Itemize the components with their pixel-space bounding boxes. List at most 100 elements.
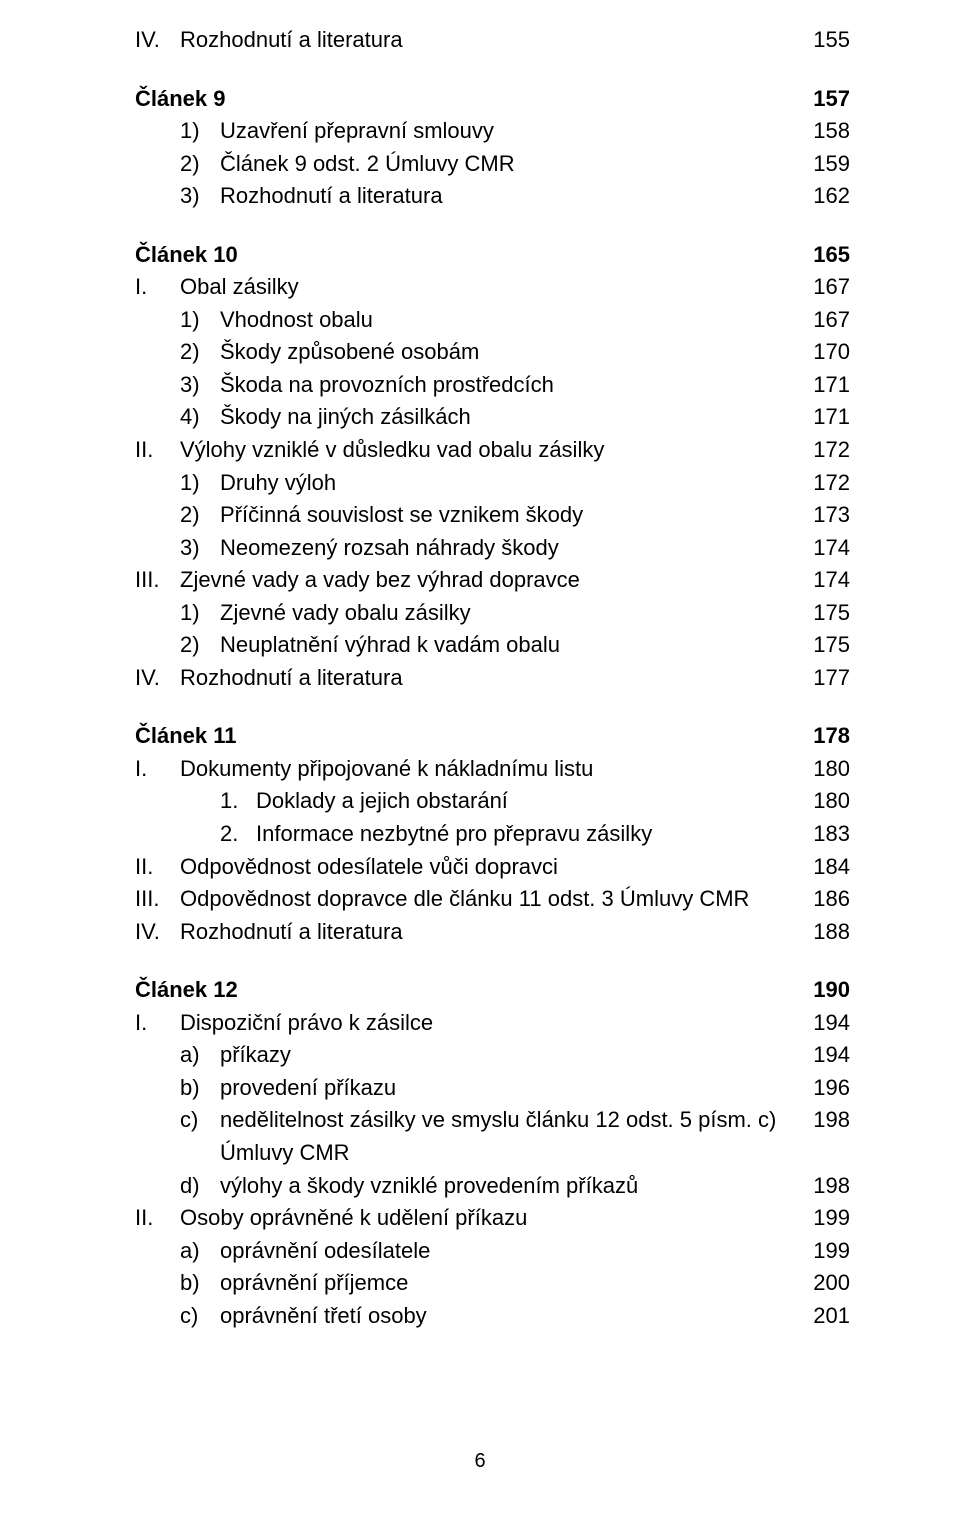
toc-entry-page: 171	[800, 401, 850, 434]
toc-entry-marker: 2)	[180, 148, 220, 181]
toc-entry-text: nedělitelnost zásilky ve smyslu článku 1…	[220, 1104, 800, 1169]
toc-entry-page: 173	[800, 499, 850, 532]
toc-entry-page: 180	[800, 785, 850, 818]
toc-entry-marker: 1)	[180, 597, 220, 630]
toc-entry-marker: 3)	[180, 180, 220, 213]
toc-entry-text: Doklady a jejich obstarání	[256, 785, 800, 818]
toc-entry-text: Rozhodnutí a literatura	[180, 24, 800, 57]
section-gap	[135, 694, 850, 720]
section-gap	[135, 213, 850, 239]
toc-entry-text: Dokumenty připojované k nákladnímu listu	[180, 753, 800, 786]
toc-entry-left: b)provedení příkazu	[135, 1072, 800, 1105]
toc-entry-left: 3)Škoda na provozních prostředcích	[135, 369, 800, 402]
section-gap	[135, 57, 850, 83]
page: IV.Rozhodnutí a literatura155Článek 9157…	[0, 0, 960, 1523]
toc-entry-left: III.Odpovědnost dopravce dle článku 11 o…	[135, 883, 800, 916]
toc-entry-page: 199	[800, 1235, 850, 1268]
toc-entry-marker: c)	[180, 1300, 220, 1333]
toc-entry-left: 1)Vhodnost obalu	[135, 304, 800, 337]
toc-heading-row: Článek 9157	[135, 83, 850, 116]
toc-heading-text: Článek 10	[135, 239, 800, 272]
page-number: 6	[474, 1450, 485, 1472]
toc-entry-left: b)oprávnění příjemce	[135, 1267, 800, 1300]
toc-heading-text: Článek 12	[135, 974, 800, 1007]
toc-entry-left: I.Dokumenty připojované k nákladnímu lis…	[135, 753, 800, 786]
toc-entry-row: c)nedělitelnost zásilky ve smyslu článku…	[135, 1104, 850, 1169]
toc-heading-left: Článek 10	[135, 239, 800, 272]
toc-entry-row: III.Zjevné vady a vady bez výhrad doprav…	[135, 564, 850, 597]
toc-heading-left: Článek 12	[135, 974, 800, 1007]
toc-entry-left: II.Výlohy vzniklé v důsledku vad obalu z…	[135, 434, 800, 467]
toc-heading-text: Článek 9	[135, 83, 800, 116]
toc-entry-left: IV.Rozhodnutí a literatura	[135, 24, 800, 57]
toc-entry-left: III.Zjevné vady a vady bez výhrad doprav…	[135, 564, 800, 597]
toc-entry-marker: b)	[180, 1267, 220, 1300]
toc-entry-row: 2)Příčinná souvislost se vznikem škody17…	[135, 499, 850, 532]
toc-entry-text: Zjevné vady a vady bez výhrad dopravce	[180, 564, 800, 597]
toc-entry-left: 1)Druhy výloh	[135, 467, 800, 500]
toc-entry-page: 198	[800, 1104, 850, 1137]
toc-entry-page: 177	[800, 662, 850, 695]
toc-entry-page: 200	[800, 1267, 850, 1300]
toc-entry-page: 183	[800, 818, 850, 851]
toc-entry-marker: a)	[180, 1235, 220, 1268]
toc-entry-page: 159	[800, 148, 850, 181]
table-of-contents: IV.Rozhodnutí a literatura155Článek 9157…	[135, 24, 850, 1332]
toc-entry-marker: IV.	[135, 24, 180, 57]
toc-entry-left: 3)Rozhodnutí a literatura	[135, 180, 800, 213]
toc-entry-page: 180	[800, 753, 850, 786]
toc-entry-text: Odpovědnost odesílatele vůči dopravci	[180, 851, 800, 884]
toc-entry-row: d)výlohy a škody vzniklé provedením přík…	[135, 1170, 850, 1203]
toc-entry-page: 201	[800, 1300, 850, 1333]
toc-entry-text: oprávnění odesílatele	[220, 1235, 800, 1268]
toc-entry-left: 1.Doklady a jejich obstarání	[135, 785, 800, 818]
toc-entry-marker: IV.	[135, 662, 180, 695]
toc-heading-page: 178	[800, 720, 850, 753]
toc-entry-row: b)provedení příkazu196	[135, 1072, 850, 1105]
toc-entry-page: 194	[800, 1039, 850, 1072]
toc-entry-row: III.Odpovědnost dopravce dle článku 11 o…	[135, 883, 850, 916]
toc-entry-page: 198	[800, 1170, 850, 1203]
toc-entry-marker: III.	[135, 883, 180, 916]
toc-entry-left: c)nedělitelnost zásilky ve smyslu článku…	[135, 1104, 800, 1169]
toc-entry-marker: c)	[180, 1104, 220, 1169]
toc-entry-text: Obal zásilky	[180, 271, 800, 304]
toc-heading-left: Článek 11	[135, 720, 800, 753]
toc-entry-marker: 3)	[180, 532, 220, 565]
toc-entry-row: 3)Neomezený rozsah náhrady škody174	[135, 532, 850, 565]
toc-entry-page: 184	[800, 851, 850, 884]
toc-entry-row: I.Obal zásilky167	[135, 271, 850, 304]
toc-entry-text: Odpovědnost dopravce dle článku 11 odst.…	[180, 883, 800, 916]
toc-entry-left: 2)Neuplatnění výhrad k vadám obalu	[135, 629, 800, 662]
toc-entry-marker: I.	[135, 1007, 180, 1040]
toc-entry-row: 1)Uzavření přepravní smlouvy158	[135, 115, 850, 148]
toc-entry-left: II.Osoby oprávněné k udělení příkazu	[135, 1202, 800, 1235]
toc-entry-marker: 2)	[180, 336, 220, 369]
toc-entry-page: 186	[800, 883, 850, 916]
toc-entry-left: 3)Neomezený rozsah náhrady škody	[135, 532, 800, 565]
toc-entry-text: oprávnění příjemce	[220, 1267, 800, 1300]
toc-entry-text: Dispoziční právo k zásilce	[180, 1007, 800, 1040]
toc-entry-text: Článek 9 odst. 2 Úmluvy CMR	[220, 148, 800, 181]
toc-heading-row: Článek 10165	[135, 239, 850, 272]
toc-entry-text: Neuplatnění výhrad k vadám obalu	[220, 629, 800, 662]
toc-entry-row: 2.Informace nezbytné pro přepravu zásilk…	[135, 818, 850, 851]
toc-entry-marker: I.	[135, 271, 180, 304]
toc-entry-text: Škoda na provozních prostředcích	[220, 369, 800, 402]
toc-entry-left: I.Obal zásilky	[135, 271, 800, 304]
toc-entry-text: provedení příkazu	[220, 1072, 800, 1105]
toc-entry-marker: 1.	[220, 785, 256, 818]
toc-entry-page: 174	[800, 532, 850, 565]
toc-entry-marker: 1)	[180, 304, 220, 337]
toc-entry-text: Škody na jiných zásilkách	[220, 401, 800, 434]
toc-heading-row: Článek 11178	[135, 720, 850, 753]
toc-entry-row: I.Dispoziční právo k zásilce194	[135, 1007, 850, 1040]
toc-entry-page: 194	[800, 1007, 850, 1040]
toc-entry-page: 175	[800, 629, 850, 662]
toc-entry-left: IV.Rozhodnutí a literatura	[135, 662, 800, 695]
toc-entry-page: 162	[800, 180, 850, 213]
toc-entry-marker: II.	[135, 1202, 180, 1235]
toc-entry-marker: 1)	[180, 467, 220, 500]
toc-entry-text: Rozhodnutí a literatura	[180, 662, 800, 695]
toc-entry-row: a)oprávnění odesílatele199	[135, 1235, 850, 1268]
